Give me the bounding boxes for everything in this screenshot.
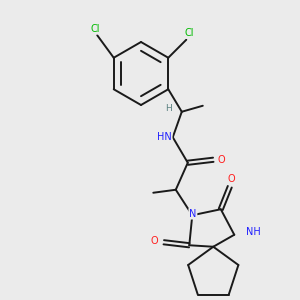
Text: O: O xyxy=(227,174,235,184)
Text: Cl: Cl xyxy=(184,28,194,38)
Text: O: O xyxy=(218,155,226,165)
Text: O: O xyxy=(151,236,159,246)
Text: NH: NH xyxy=(246,227,261,237)
Text: Cl: Cl xyxy=(91,24,100,34)
Text: HN: HN xyxy=(157,132,172,142)
Text: H: H xyxy=(165,104,172,113)
Text: N: N xyxy=(189,209,197,219)
